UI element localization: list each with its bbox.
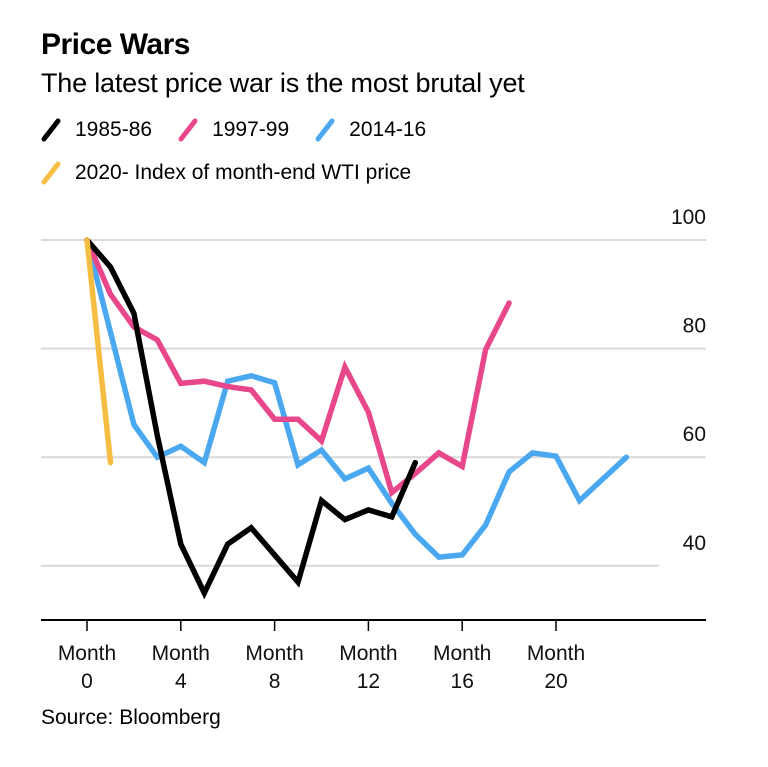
series-line-2020-	[84, 237, 114, 466]
chart-subtitle: The latest price war is the most brutal …	[41, 68, 525, 98]
legend-item-2020: 2020- Index of month-end WTI price	[41, 161, 411, 185]
y-tick-label: 100	[671, 206, 706, 229]
series-line-1985-86	[84, 237, 419, 600]
y-tick-label: 40	[683, 532, 706, 555]
legend-label: 1985-86	[75, 118, 153, 141]
source-note: Source: Bloomberg	[41, 706, 221, 729]
legend-swatch-2020	[41, 161, 61, 185]
legend-label: 1997-99	[212, 118, 290, 141]
x-tick-label: Month	[245, 642, 303, 665]
x-tick-label: Month	[152, 642, 210, 665]
x-tick-label: 20	[544, 670, 567, 693]
x-tick-label: 16	[451, 670, 474, 693]
legend-swatch-2014-16	[315, 118, 335, 142]
legend-item-1997-99: 1997-99	[178, 118, 289, 142]
x-tick-label: 8	[269, 670, 281, 693]
chart-title: Price Wars	[41, 28, 190, 61]
legend-swatch-1985-86	[41, 118, 61, 142]
x-tick-label: Month	[339, 642, 397, 665]
legend-label: 2014-16	[349, 118, 427, 141]
legend-item-2014-16: 2014-16	[315, 118, 426, 142]
y-tick-label: 60	[683, 423, 706, 446]
series-line-2014-16	[84, 237, 630, 560]
legend-label: 2020- Index of month-end WTI price	[75, 161, 412, 184]
y-tick-label: 80	[683, 315, 706, 338]
x-tick-label: 0	[81, 670, 93, 693]
x-tick-label: Month	[527, 642, 585, 665]
legend-row-1: 1985-86 1997-99 2014-16	[41, 118, 452, 142]
x-tick-label: 4	[175, 670, 187, 693]
series-line-1997-99	[84, 237, 512, 498]
x-tick-label: 12	[357, 670, 380, 693]
legend-swatch-1997-99	[178, 118, 198, 142]
legend-item-1985-86: 1985-86	[41, 118, 152, 142]
legend-row-2: 2020- Index of month-end WTI price	[41, 161, 437, 185]
x-tick-label: Month	[58, 642, 116, 665]
x-tick-label: Month	[433, 642, 491, 665]
